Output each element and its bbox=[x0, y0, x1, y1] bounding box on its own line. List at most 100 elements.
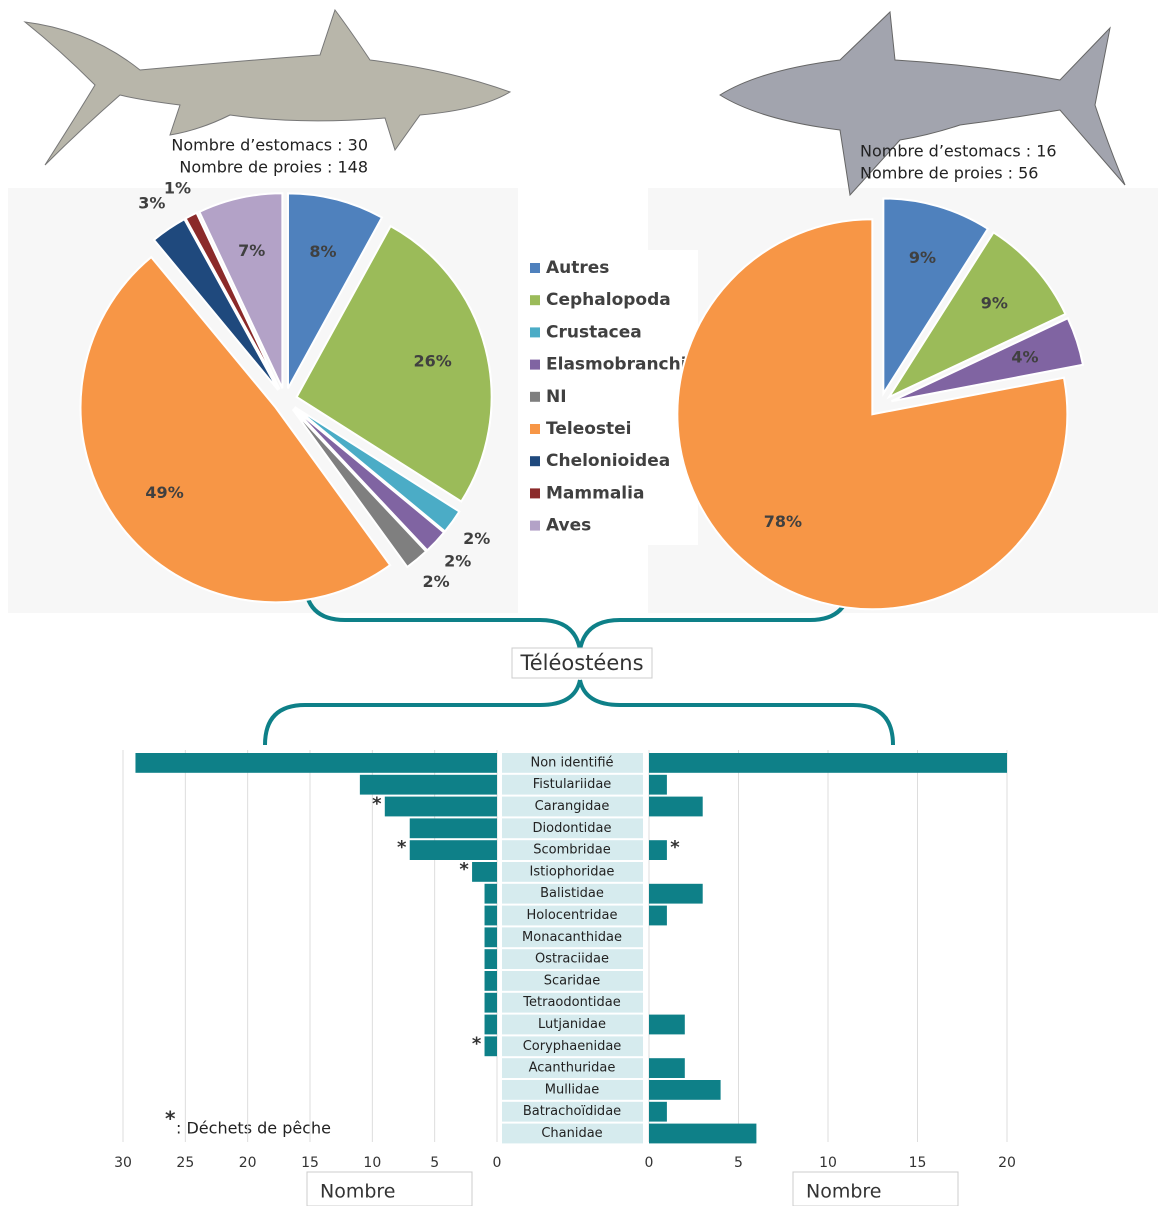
legend-label: Mammalia bbox=[546, 483, 644, 503]
category-cell bbox=[502, 774, 643, 795]
category-cell bbox=[502, 840, 643, 860]
legend-swatch bbox=[530, 520, 540, 531]
legend-swatch bbox=[530, 263, 540, 273]
bar bbox=[135, 753, 497, 773]
category-label: Istiophoridae bbox=[530, 864, 615, 879]
category-cell bbox=[502, 949, 643, 969]
bar bbox=[484, 927, 497, 948]
category-label: Tetraodontidae bbox=[522, 995, 620, 1010]
legend-swatch bbox=[530, 295, 540, 306]
x-tick-label: 5 bbox=[430, 1155, 439, 1171]
x-tick-label: 30 bbox=[114, 1155, 132, 1171]
x-tick-label: 5 bbox=[734, 1155, 743, 1171]
bar bbox=[649, 796, 703, 817]
category-cell bbox=[502, 753, 643, 773]
category-cell bbox=[502, 927, 643, 948]
category-label: Chanidae bbox=[541, 1126, 602, 1141]
bar bbox=[484, 905, 497, 926]
bar bbox=[649, 774, 667, 795]
star: * bbox=[372, 794, 382, 815]
bar bbox=[649, 1123, 757, 1144]
legend-label: Elasmobranchii bbox=[546, 355, 692, 375]
legend-swatch bbox=[530, 327, 540, 338]
legend-swatch bbox=[530, 488, 540, 499]
footnote: : Déchets de pêche bbox=[176, 1119, 331, 1138]
group-box bbox=[511, 647, 653, 679]
x-tick-label: 25 bbox=[176, 1155, 194, 1171]
pie-label: 26% bbox=[413, 352, 451, 371]
category-label: Mullidae bbox=[545, 1082, 600, 1097]
axis-label: Nombre bbox=[320, 1181, 396, 1203]
pie-label: 2% bbox=[444, 552, 471, 571]
pie-slice bbox=[886, 231, 1067, 400]
category-cell bbox=[502, 1058, 643, 1078]
category-label: Balistidae bbox=[540, 886, 604, 901]
legend-box bbox=[518, 250, 698, 545]
bar bbox=[384, 796, 497, 817]
pie-label: 8% bbox=[309, 242, 336, 261]
category-cell bbox=[502, 818, 643, 839]
category-label: Diodontidae bbox=[533, 821, 612, 836]
pie-slice bbox=[890, 316, 1085, 403]
pie-slice bbox=[79, 255, 392, 604]
pie-slice bbox=[294, 406, 461, 533]
star: * bbox=[397, 837, 407, 858]
footnote-symbol: * bbox=[165, 1107, 176, 1131]
bar bbox=[484, 971, 497, 991]
legend-swatch bbox=[530, 424, 540, 434]
legend-label: Aves bbox=[546, 516, 591, 536]
category-label: Holocentridae bbox=[527, 908, 618, 923]
x-tick-label: 15 bbox=[301, 1155, 319, 1171]
category-cell bbox=[502, 1080, 643, 1100]
pie-label: 3% bbox=[138, 193, 165, 212]
pie-slice bbox=[293, 407, 446, 552]
category-label: Lutjanidae bbox=[538, 1017, 606, 1032]
bar bbox=[484, 1036, 497, 1057]
star: * bbox=[459, 859, 469, 880]
category-cell bbox=[502, 796, 643, 817]
x-tick-label: 15 bbox=[909, 1155, 927, 1171]
category-cell bbox=[502, 862, 643, 882]
pie-slice bbox=[882, 197, 990, 397]
pie-label: 4% bbox=[1011, 347, 1038, 366]
stomach-count: Nombre d’estomacs : 16 bbox=[860, 142, 1057, 161]
pie-slice bbox=[184, 211, 281, 390]
legend-swatch bbox=[530, 359, 540, 370]
bar bbox=[484, 883, 497, 904]
pie-label: 9% bbox=[981, 294, 1008, 313]
bar bbox=[409, 840, 497, 860]
legend-label: Chelonioidea bbox=[546, 451, 670, 471]
star: * bbox=[670, 837, 680, 858]
category-label: Scombridae bbox=[533, 843, 610, 858]
bracket bbox=[263, 679, 895, 746]
pie-slice bbox=[286, 192, 384, 389]
bull-shark bbox=[719, 10, 1126, 197]
bar bbox=[649, 905, 667, 926]
category-cell bbox=[502, 1101, 643, 1122]
legend-label: NI bbox=[546, 387, 567, 407]
category-cell bbox=[502, 1036, 643, 1057]
category-label: Ostraciidae bbox=[535, 952, 609, 967]
pie-slice bbox=[152, 217, 280, 391]
legend-label: Cephalopoda bbox=[546, 290, 671, 310]
x-tick-label: 0 bbox=[645, 1155, 654, 1171]
pie-label: 2% bbox=[463, 529, 490, 548]
legend-swatch bbox=[530, 391, 540, 402]
bar bbox=[649, 840, 667, 860]
pie-label: 9% bbox=[909, 248, 936, 267]
bar bbox=[649, 753, 1007, 773]
pie-slice bbox=[291, 408, 428, 569]
stomach-count: Nombre d’estomacs : 30 bbox=[171, 136, 368, 155]
legend-swatch bbox=[530, 456, 540, 467]
x-tick-label: 20 bbox=[998, 1155, 1016, 1171]
legend-label: Teleostei bbox=[546, 419, 632, 439]
bar bbox=[484, 1014, 497, 1035]
legend-label: Crustacea bbox=[546, 322, 642, 342]
category-cell bbox=[502, 905, 643, 926]
category-cell bbox=[502, 971, 643, 991]
bar bbox=[649, 1080, 721, 1100]
x-tick-label: 10 bbox=[819, 1155, 837, 1171]
pie-label: 1% bbox=[164, 178, 191, 197]
x-tick-label: 0 bbox=[493, 1155, 502, 1171]
